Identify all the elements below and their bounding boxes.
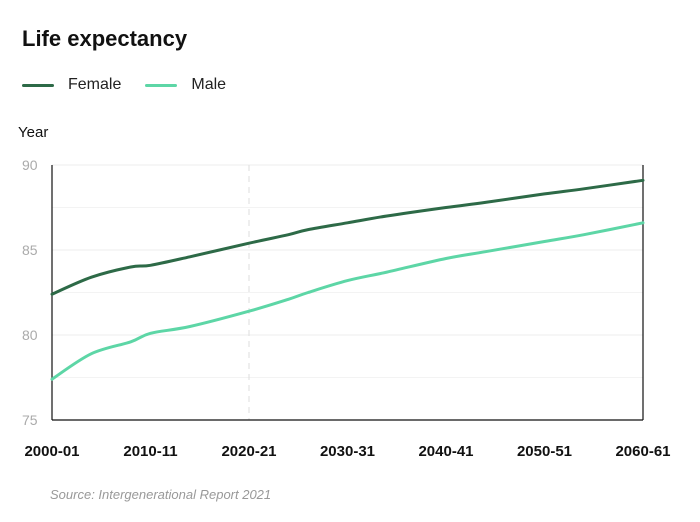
legend-item-male: Male bbox=[145, 76, 226, 94]
legend-label-male: Male bbox=[191, 76, 227, 93]
x-tick-label: 2050-51 bbox=[517, 443, 572, 460]
legend-item-female: Female bbox=[22, 76, 121, 94]
x-tick-label: 2030-31 bbox=[320, 443, 375, 460]
x-tick-label: 2000-01 bbox=[24, 443, 79, 460]
y-axis-label: Year bbox=[18, 124, 49, 141]
y-tick-label: 80 bbox=[22, 327, 38, 343]
legend: Female Male bbox=[22, 76, 226, 94]
source-note: Source: Intergenerational Report 2021 bbox=[50, 487, 272, 502]
x-tick-label: 2020-21 bbox=[221, 443, 276, 460]
x-tick-label: 2060-61 bbox=[615, 443, 670, 460]
chart-title: Life expectancy bbox=[22, 26, 188, 51]
series-line-female bbox=[50, 178, 645, 296]
x-tick-label: 2010-11 bbox=[123, 443, 177, 460]
legend-swatch-male bbox=[145, 83, 178, 87]
y-tick-label: 85 bbox=[22, 242, 38, 258]
legend-swatch-female bbox=[22, 83, 54, 87]
legend-label-female: Female bbox=[68, 76, 122, 93]
y-tick-label: 75 bbox=[22, 412, 38, 428]
x-tick-label: 2040-41 bbox=[418, 443, 473, 460]
y-tick-label: 90 bbox=[22, 157, 38, 173]
series-line-male bbox=[50, 221, 645, 381]
